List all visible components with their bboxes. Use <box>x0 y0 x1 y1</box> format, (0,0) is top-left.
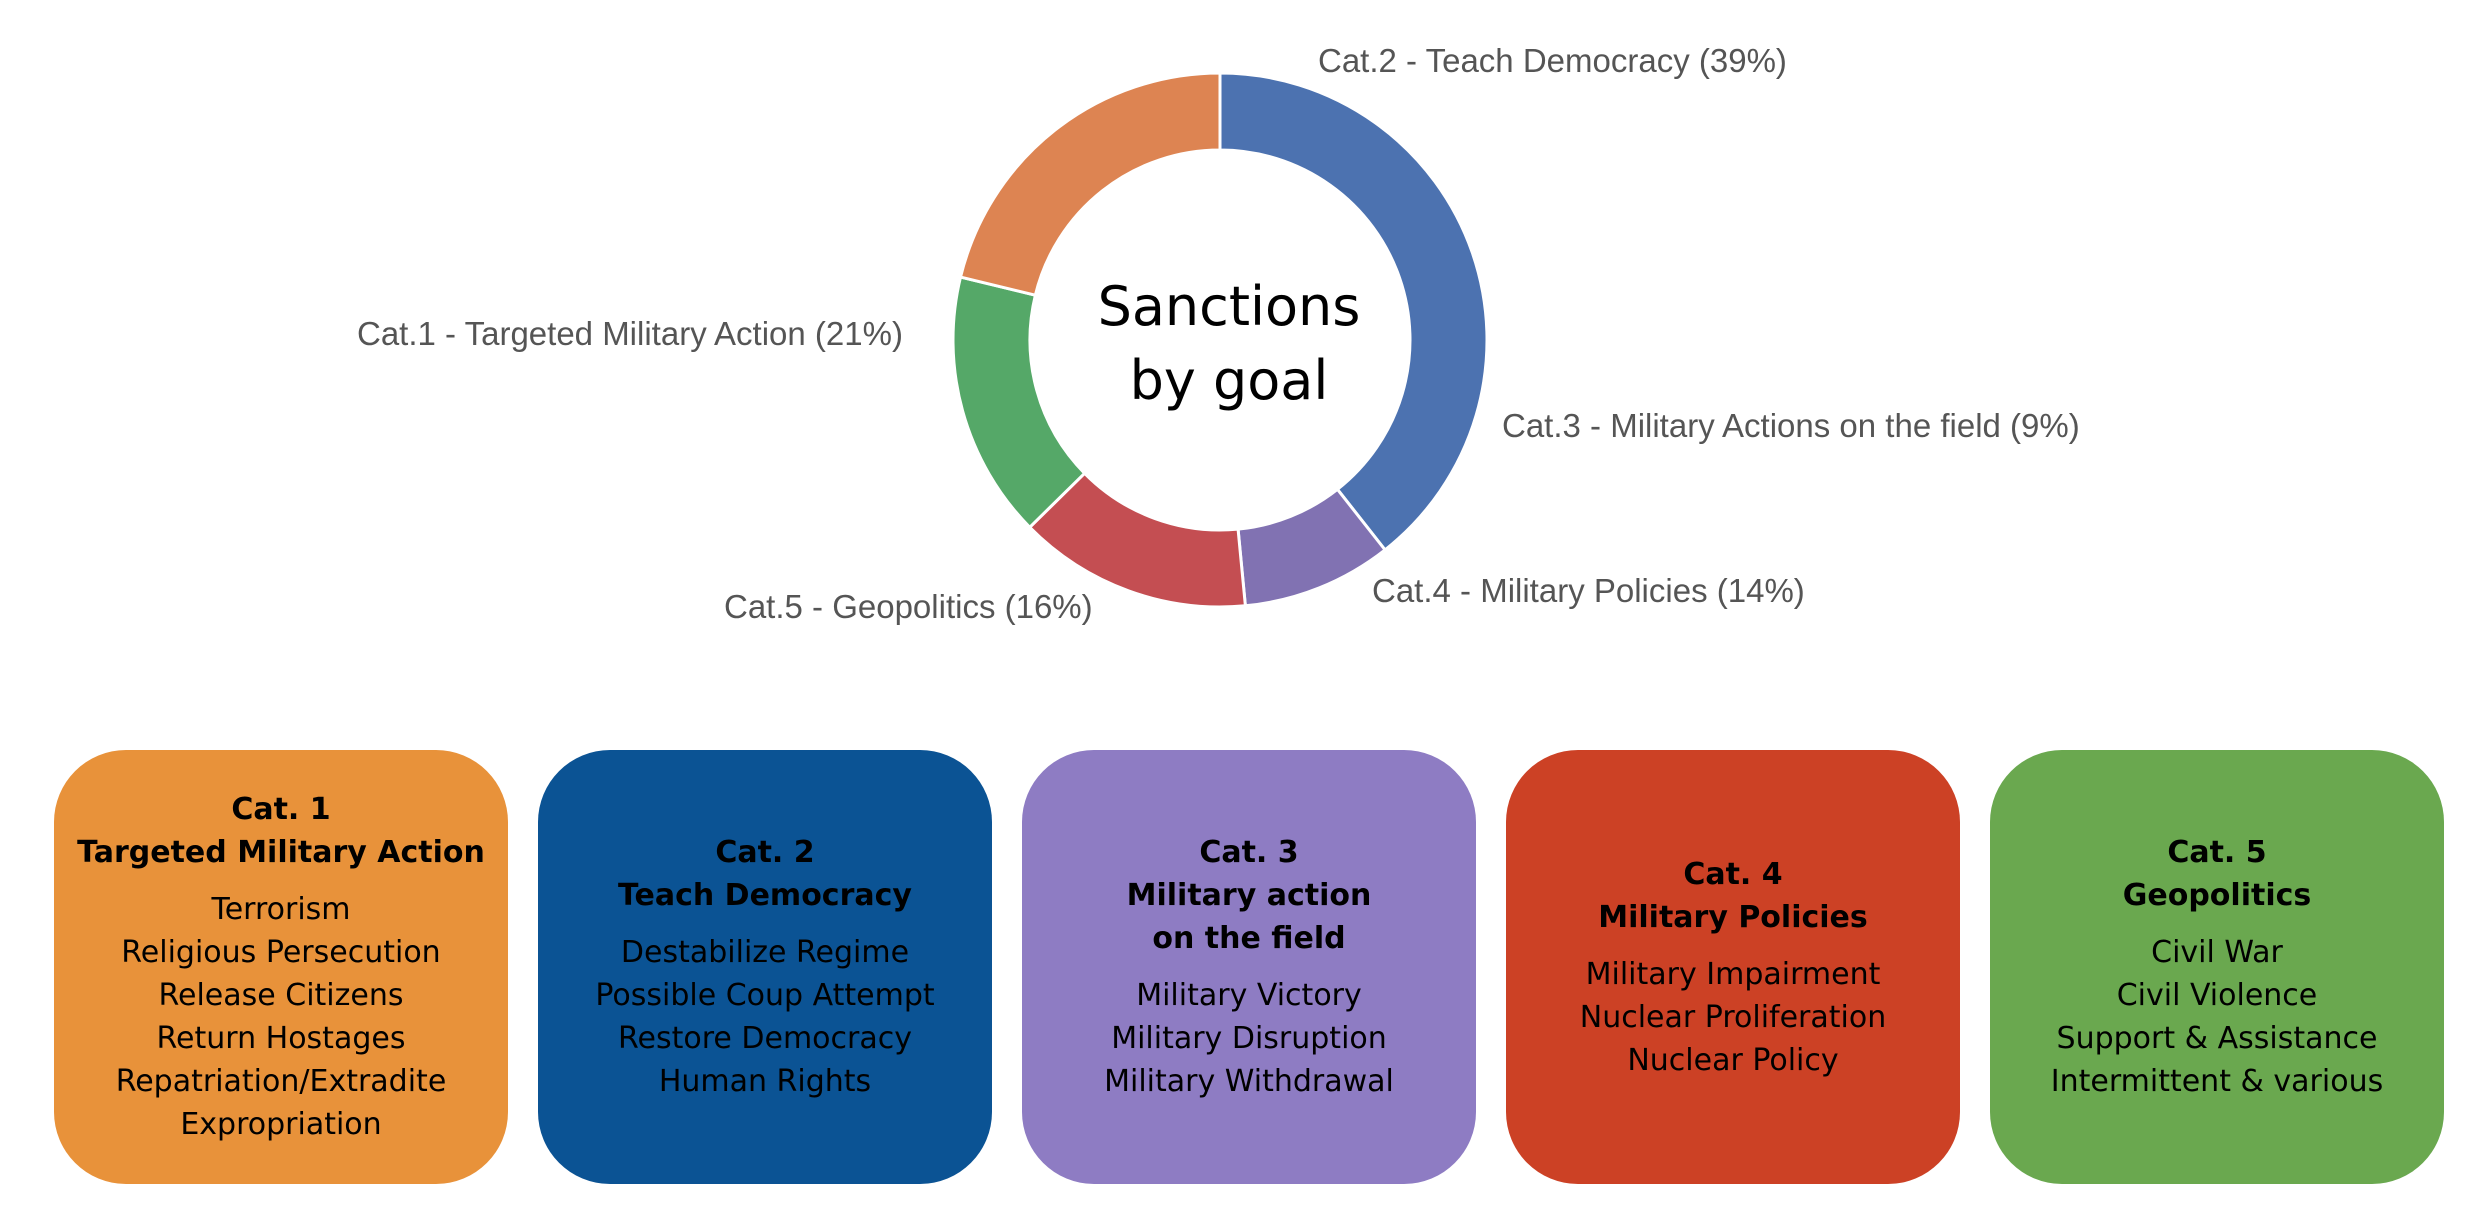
card-items: Terrorism Religious Persecution Release … <box>116 888 447 1146</box>
card-item: Support & Assistance <box>2056 1021 2378 1056</box>
card-item: Nuclear Policy <box>1627 1042 1839 1078</box>
card-item: Religious Persecution <box>121 935 441 970</box>
card-item: Military Disruption <box>1111 1021 1387 1056</box>
card-item: Possible Coup Attempt <box>595 978 935 1013</box>
card-item: Nuclear Proliferation <box>1579 999 1887 1035</box>
category-card-1: Cat. 1 Targeted Military Action Terroris… <box>54 750 508 1184</box>
card-title: Cat. 3 Military action on the field <box>1127 831 1372 960</box>
slice-label-cat4: Cat.4 - Military Policies (14%) <box>1372 572 1805 609</box>
card-item: Military Impairment <box>1585 956 1881 992</box>
card-item: Return Hostages <box>156 1021 406 1056</box>
card-title-line: Cat. 4 <box>1683 856 1783 892</box>
card-item: Repatriation/Extradite <box>115 1064 447 1099</box>
card-items: Military Impairment Nuclear Proliferatio… <box>1580 953 1886 1082</box>
donut-slice-cat1 <box>958 71 1222 298</box>
donut-center-title: Sanctions by goal <box>1019 270 1439 418</box>
card-items: Civil War Civil Violence Support & Assis… <box>2051 931 2383 1103</box>
card-title: Cat. 4 Military Policies <box>1598 853 1868 939</box>
card-title-line: Teach Democracy <box>618 878 912 913</box>
card-item: Intermittent & various <box>2050 1064 2384 1099</box>
slice-label-cat1: Cat.1 - Targeted Military Action (21%) <box>357 315 903 352</box>
card-item: Civil Violence <box>2116 978 2318 1013</box>
card-items: Destabilize Regime Possible Coup Attempt… <box>595 931 934 1103</box>
donut-svg <box>951 71 1489 609</box>
card-title-line: Cat. 2 <box>715 835 815 870</box>
category-card-4: Cat. 4 Military Policies Military Impair… <box>1506 750 1960 1184</box>
slice-label-cat5: Cat.5 - Geopolitics (16%) <box>724 588 1093 625</box>
card-item: Human Rights <box>658 1064 872 1099</box>
card-item: Restore Democracy <box>618 1021 912 1056</box>
card-item: Civil War <box>2151 935 2283 970</box>
card-title: Cat. 1 Targeted Military Action <box>77 788 485 874</box>
category-card-5: Cat. 5 Geopolitics Civil War Civil Viole… <box>1990 750 2444 1184</box>
card-items: Military Victory Military Disruption Mil… <box>1104 974 1394 1103</box>
card-title-line: Cat. 1 <box>231 792 331 827</box>
center-title-line-2: by goal <box>1129 349 1329 412</box>
card-title-line: Military Policies <box>1598 899 1868 935</box>
card-item: Release Citizens <box>158 978 404 1013</box>
center-title-line-1: Sanctions <box>1097 275 1361 338</box>
slice-label-cat3: Cat.3 - Military Actions on the field (9… <box>1502 407 2080 444</box>
card-title: Cat. 2 Teach Democracy <box>618 831 912 917</box>
card-item: Military Withdrawal <box>1104 1064 1394 1099</box>
card-item: Expropriation <box>180 1107 382 1142</box>
card-title-line: on the field <box>1152 921 1346 956</box>
card-item: Terrorism <box>211 892 351 927</box>
card-title-line: Military action <box>1126 878 1372 913</box>
card-title-line: Cat. 5 <box>2167 835 2267 870</box>
card-title: Cat. 5 Geopolitics <box>2123 831 2312 917</box>
donut-chart: Cat.2 - Teach Democracy (39%) Cat.3 - Mi… <box>357 42 2080 625</box>
card-item: Destabilize Regime <box>620 935 910 970</box>
card-title-line: Geopolitics <box>2122 878 2312 913</box>
slice-label-cat2: Cat.2 - Teach Democracy (39%) <box>1318 42 1787 79</box>
category-card-2: Cat. 2 Teach Democracy Destabilize Regim… <box>538 750 992 1184</box>
category-card-3: Cat. 3 Military action on the field Mili… <box>1022 750 1476 1184</box>
card-item: Military Victory <box>1136 978 1362 1013</box>
card-title-line: Targeted Military Action <box>77 835 485 870</box>
donut-slice-cat2 <box>1218 71 1489 552</box>
card-title-line: Cat. 3 <box>1199 835 1299 870</box>
